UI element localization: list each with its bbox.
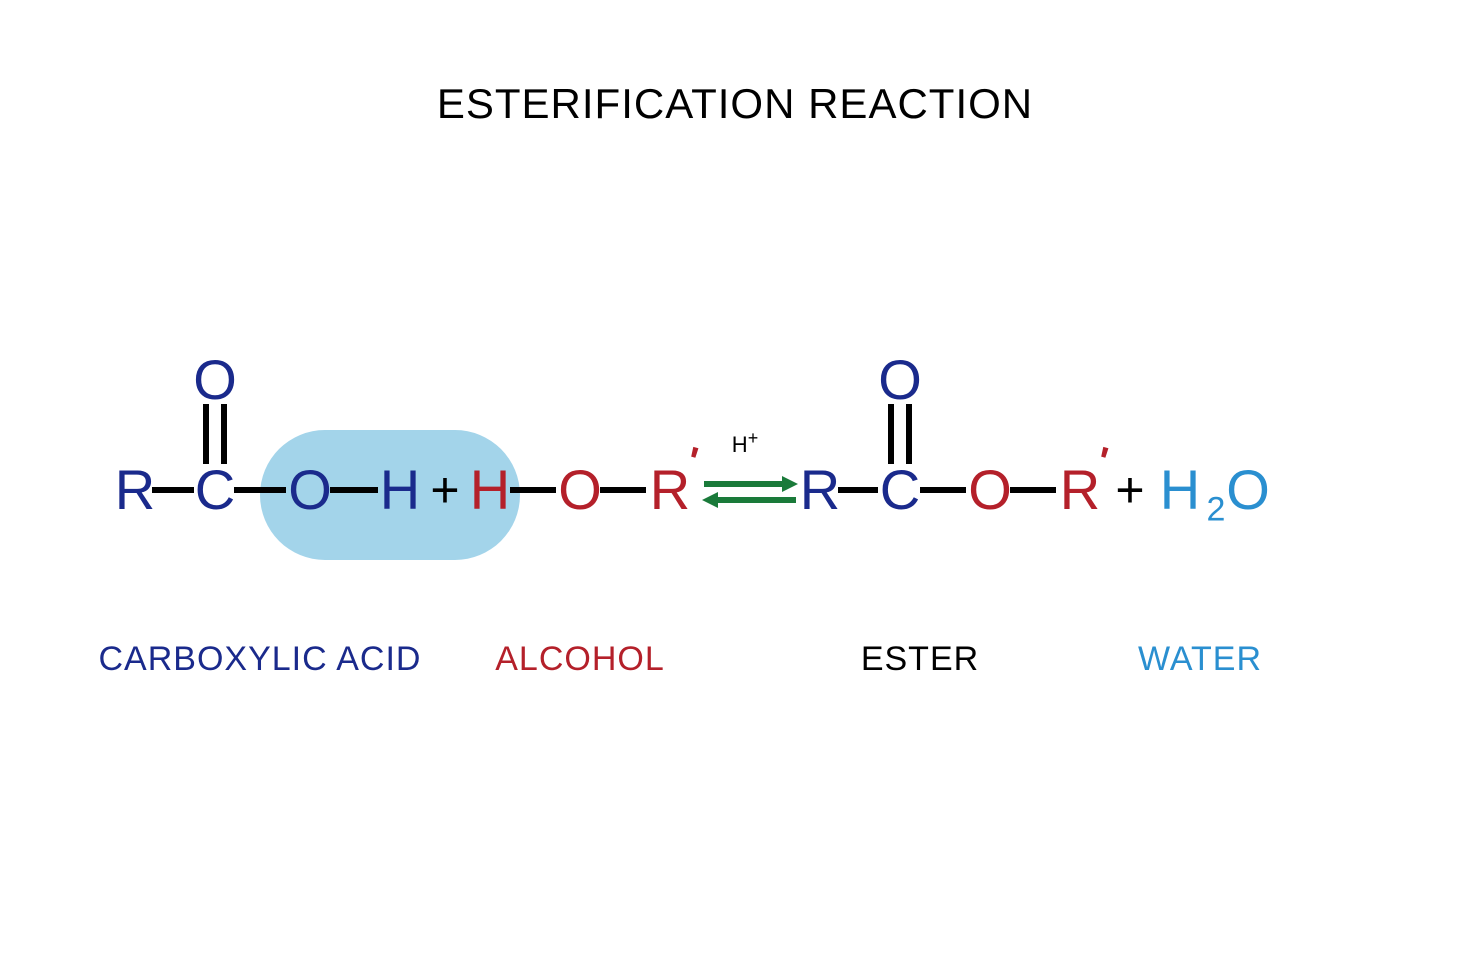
species-label: CARBOXYLIC ACID bbox=[99, 640, 422, 679]
single-bond bbox=[920, 487, 966, 493]
subscript: 2 bbox=[1207, 491, 1226, 530]
plus-sign: + bbox=[430, 461, 459, 519]
single-bond bbox=[600, 487, 646, 493]
single-bond bbox=[234, 487, 286, 493]
single-bond bbox=[152, 487, 194, 493]
double-bond bbox=[888, 404, 894, 464]
atom-alc_O: O bbox=[558, 462, 602, 518]
catalyst-label: H+ bbox=[732, 432, 758, 458]
atom-est_Oc: O bbox=[878, 352, 922, 408]
atom-acid_Oc: O bbox=[193, 352, 237, 408]
atom-est_O: O bbox=[968, 462, 1012, 518]
double-bond bbox=[221, 404, 227, 464]
atom-alc_H: H bbox=[470, 462, 510, 518]
single-bond bbox=[1010, 487, 1056, 493]
single-bond bbox=[838, 487, 878, 493]
atom-water_O: O bbox=[1226, 462, 1270, 518]
single-bond bbox=[330, 487, 378, 493]
atom-water_H: H bbox=[1160, 462, 1200, 518]
atom-est_C: C bbox=[880, 462, 920, 518]
equilibrium-arrow-icon bbox=[700, 462, 800, 522]
atom-acid_C: C bbox=[195, 462, 235, 518]
atom-acid_O: O bbox=[288, 462, 332, 518]
plus-sign: + bbox=[1115, 461, 1144, 519]
species-label: WATER bbox=[1138, 640, 1262, 679]
atom-acid_H: H bbox=[380, 462, 420, 518]
species-label: ESTER bbox=[861, 640, 979, 679]
diagram-title: ESTERIFICATION REACTION bbox=[0, 80, 1470, 128]
single-bond bbox=[510, 487, 556, 493]
double-bond bbox=[203, 404, 209, 464]
atom-est_R: R bbox=[800, 462, 840, 518]
double-bond bbox=[906, 404, 912, 464]
reaction-row: RCOOHHORRCOORHO2ʹʹ++H+CARBOXYLIC ACIDALC… bbox=[0, 350, 1470, 610]
atom-acid_R: R bbox=[115, 462, 155, 518]
species-label: ALCOHOL bbox=[495, 640, 665, 679]
